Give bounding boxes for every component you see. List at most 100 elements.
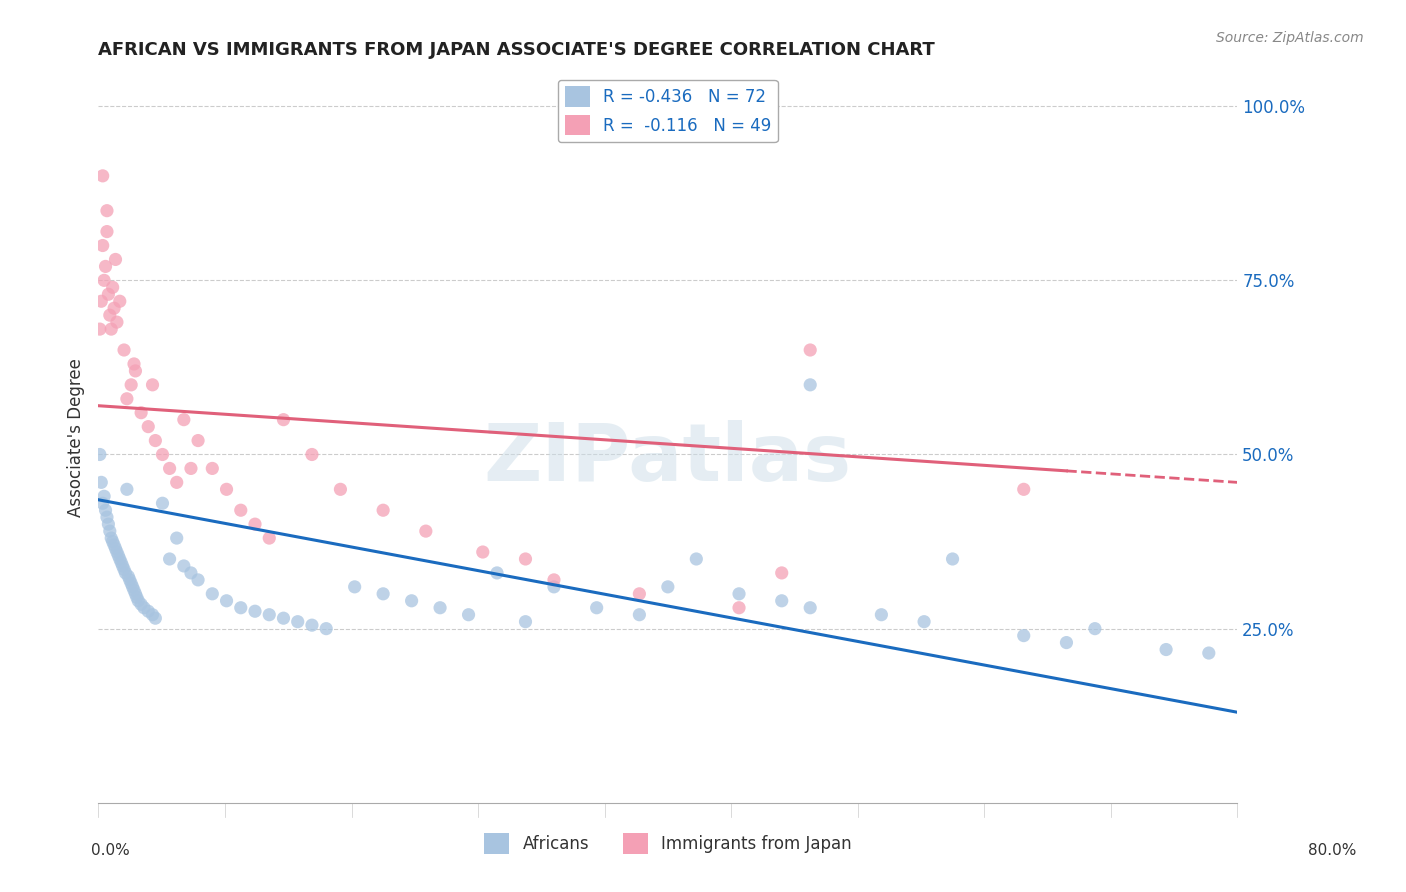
Point bbox=[105, 315, 128, 329]
Point bbox=[108, 294, 131, 309]
Point bbox=[112, 343, 135, 357]
Point bbox=[770, 566, 793, 580]
Point bbox=[166, 531, 188, 545]
Point bbox=[870, 607, 893, 622]
Point bbox=[243, 517, 266, 532]
Y-axis label: Associate's Degree: Associate's Degree bbox=[66, 358, 84, 516]
Point bbox=[585, 600, 607, 615]
Point bbox=[89, 448, 111, 462]
Point bbox=[259, 531, 281, 545]
Point bbox=[229, 503, 252, 517]
Legend: Africans, Immigrants from Japan: Africans, Immigrants from Japan bbox=[478, 827, 858, 860]
Point bbox=[117, 569, 139, 583]
Point bbox=[96, 510, 118, 524]
Point bbox=[1012, 629, 1035, 643]
Point bbox=[657, 580, 679, 594]
Point bbox=[628, 587, 651, 601]
Point bbox=[457, 607, 479, 622]
Point bbox=[180, 566, 202, 580]
Point bbox=[543, 573, 565, 587]
Point bbox=[98, 524, 121, 538]
Point bbox=[100, 531, 122, 545]
Point bbox=[97, 517, 120, 532]
Point bbox=[243, 604, 266, 618]
Point bbox=[98, 308, 121, 322]
Point bbox=[100, 322, 122, 336]
Point bbox=[401, 594, 423, 608]
Point bbox=[1012, 483, 1035, 497]
Point bbox=[273, 611, 295, 625]
Point bbox=[108, 552, 131, 566]
Point bbox=[187, 434, 209, 448]
Point bbox=[105, 545, 128, 559]
Point bbox=[159, 552, 181, 566]
Point bbox=[371, 503, 394, 517]
Point bbox=[93, 273, 115, 287]
Point bbox=[101, 534, 124, 549]
Point bbox=[103, 301, 125, 316]
Point bbox=[1198, 646, 1220, 660]
Point bbox=[89, 322, 111, 336]
Point bbox=[1084, 622, 1107, 636]
Point bbox=[215, 594, 238, 608]
Point bbox=[136, 604, 159, 618]
Text: ZIPatlas: ZIPatlas bbox=[484, 420, 852, 498]
Point bbox=[136, 419, 159, 434]
Point bbox=[799, 343, 821, 357]
Point bbox=[141, 607, 163, 622]
Point bbox=[728, 587, 751, 601]
Point bbox=[127, 594, 149, 608]
Point bbox=[112, 562, 135, 576]
Point bbox=[628, 607, 651, 622]
Point bbox=[132, 600, 155, 615]
Text: AFRICAN VS IMMIGRANTS FROM JAPAN ASSOCIATE'S DEGREE CORRELATION CHART: AFRICAN VS IMMIGRANTS FROM JAPAN ASSOCIA… bbox=[98, 41, 935, 59]
Text: 0.0%: 0.0% bbox=[91, 843, 131, 858]
Point bbox=[201, 461, 224, 475]
Point bbox=[415, 524, 437, 538]
Point bbox=[124, 364, 146, 378]
Point bbox=[110, 556, 132, 570]
Point bbox=[107, 549, 129, 563]
Point bbox=[96, 203, 118, 218]
Point bbox=[301, 448, 323, 462]
Point bbox=[799, 600, 821, 615]
Point bbox=[97, 287, 120, 301]
Point bbox=[166, 475, 188, 490]
Point bbox=[201, 587, 224, 601]
Point bbox=[471, 545, 494, 559]
Point bbox=[103, 538, 125, 552]
Point bbox=[486, 566, 509, 580]
Point bbox=[94, 503, 117, 517]
Point bbox=[152, 496, 174, 510]
Point bbox=[118, 573, 141, 587]
Point bbox=[120, 576, 142, 591]
Point bbox=[91, 169, 114, 183]
Point bbox=[111, 558, 134, 573]
Point bbox=[1154, 642, 1177, 657]
Point bbox=[173, 412, 195, 426]
Point bbox=[124, 587, 146, 601]
Point bbox=[96, 225, 118, 239]
Point bbox=[543, 580, 565, 594]
Point bbox=[287, 615, 309, 629]
Point bbox=[685, 552, 707, 566]
Point bbox=[912, 615, 935, 629]
Point bbox=[120, 377, 142, 392]
Point bbox=[159, 461, 181, 475]
Point bbox=[273, 412, 295, 426]
Point bbox=[315, 622, 337, 636]
Text: 80.0%: 80.0% bbox=[1309, 843, 1357, 858]
Point bbox=[91, 238, 114, 252]
Point bbox=[94, 260, 117, 274]
Point bbox=[799, 377, 821, 392]
Point bbox=[115, 392, 138, 406]
Point bbox=[1056, 635, 1078, 649]
Point bbox=[187, 573, 209, 587]
Point bbox=[229, 600, 252, 615]
Text: Source: ZipAtlas.com: Source: ZipAtlas.com bbox=[1216, 31, 1364, 45]
Point bbox=[129, 406, 152, 420]
Point bbox=[152, 448, 174, 462]
Point bbox=[515, 615, 537, 629]
Point bbox=[93, 489, 115, 503]
Point bbox=[728, 600, 751, 615]
